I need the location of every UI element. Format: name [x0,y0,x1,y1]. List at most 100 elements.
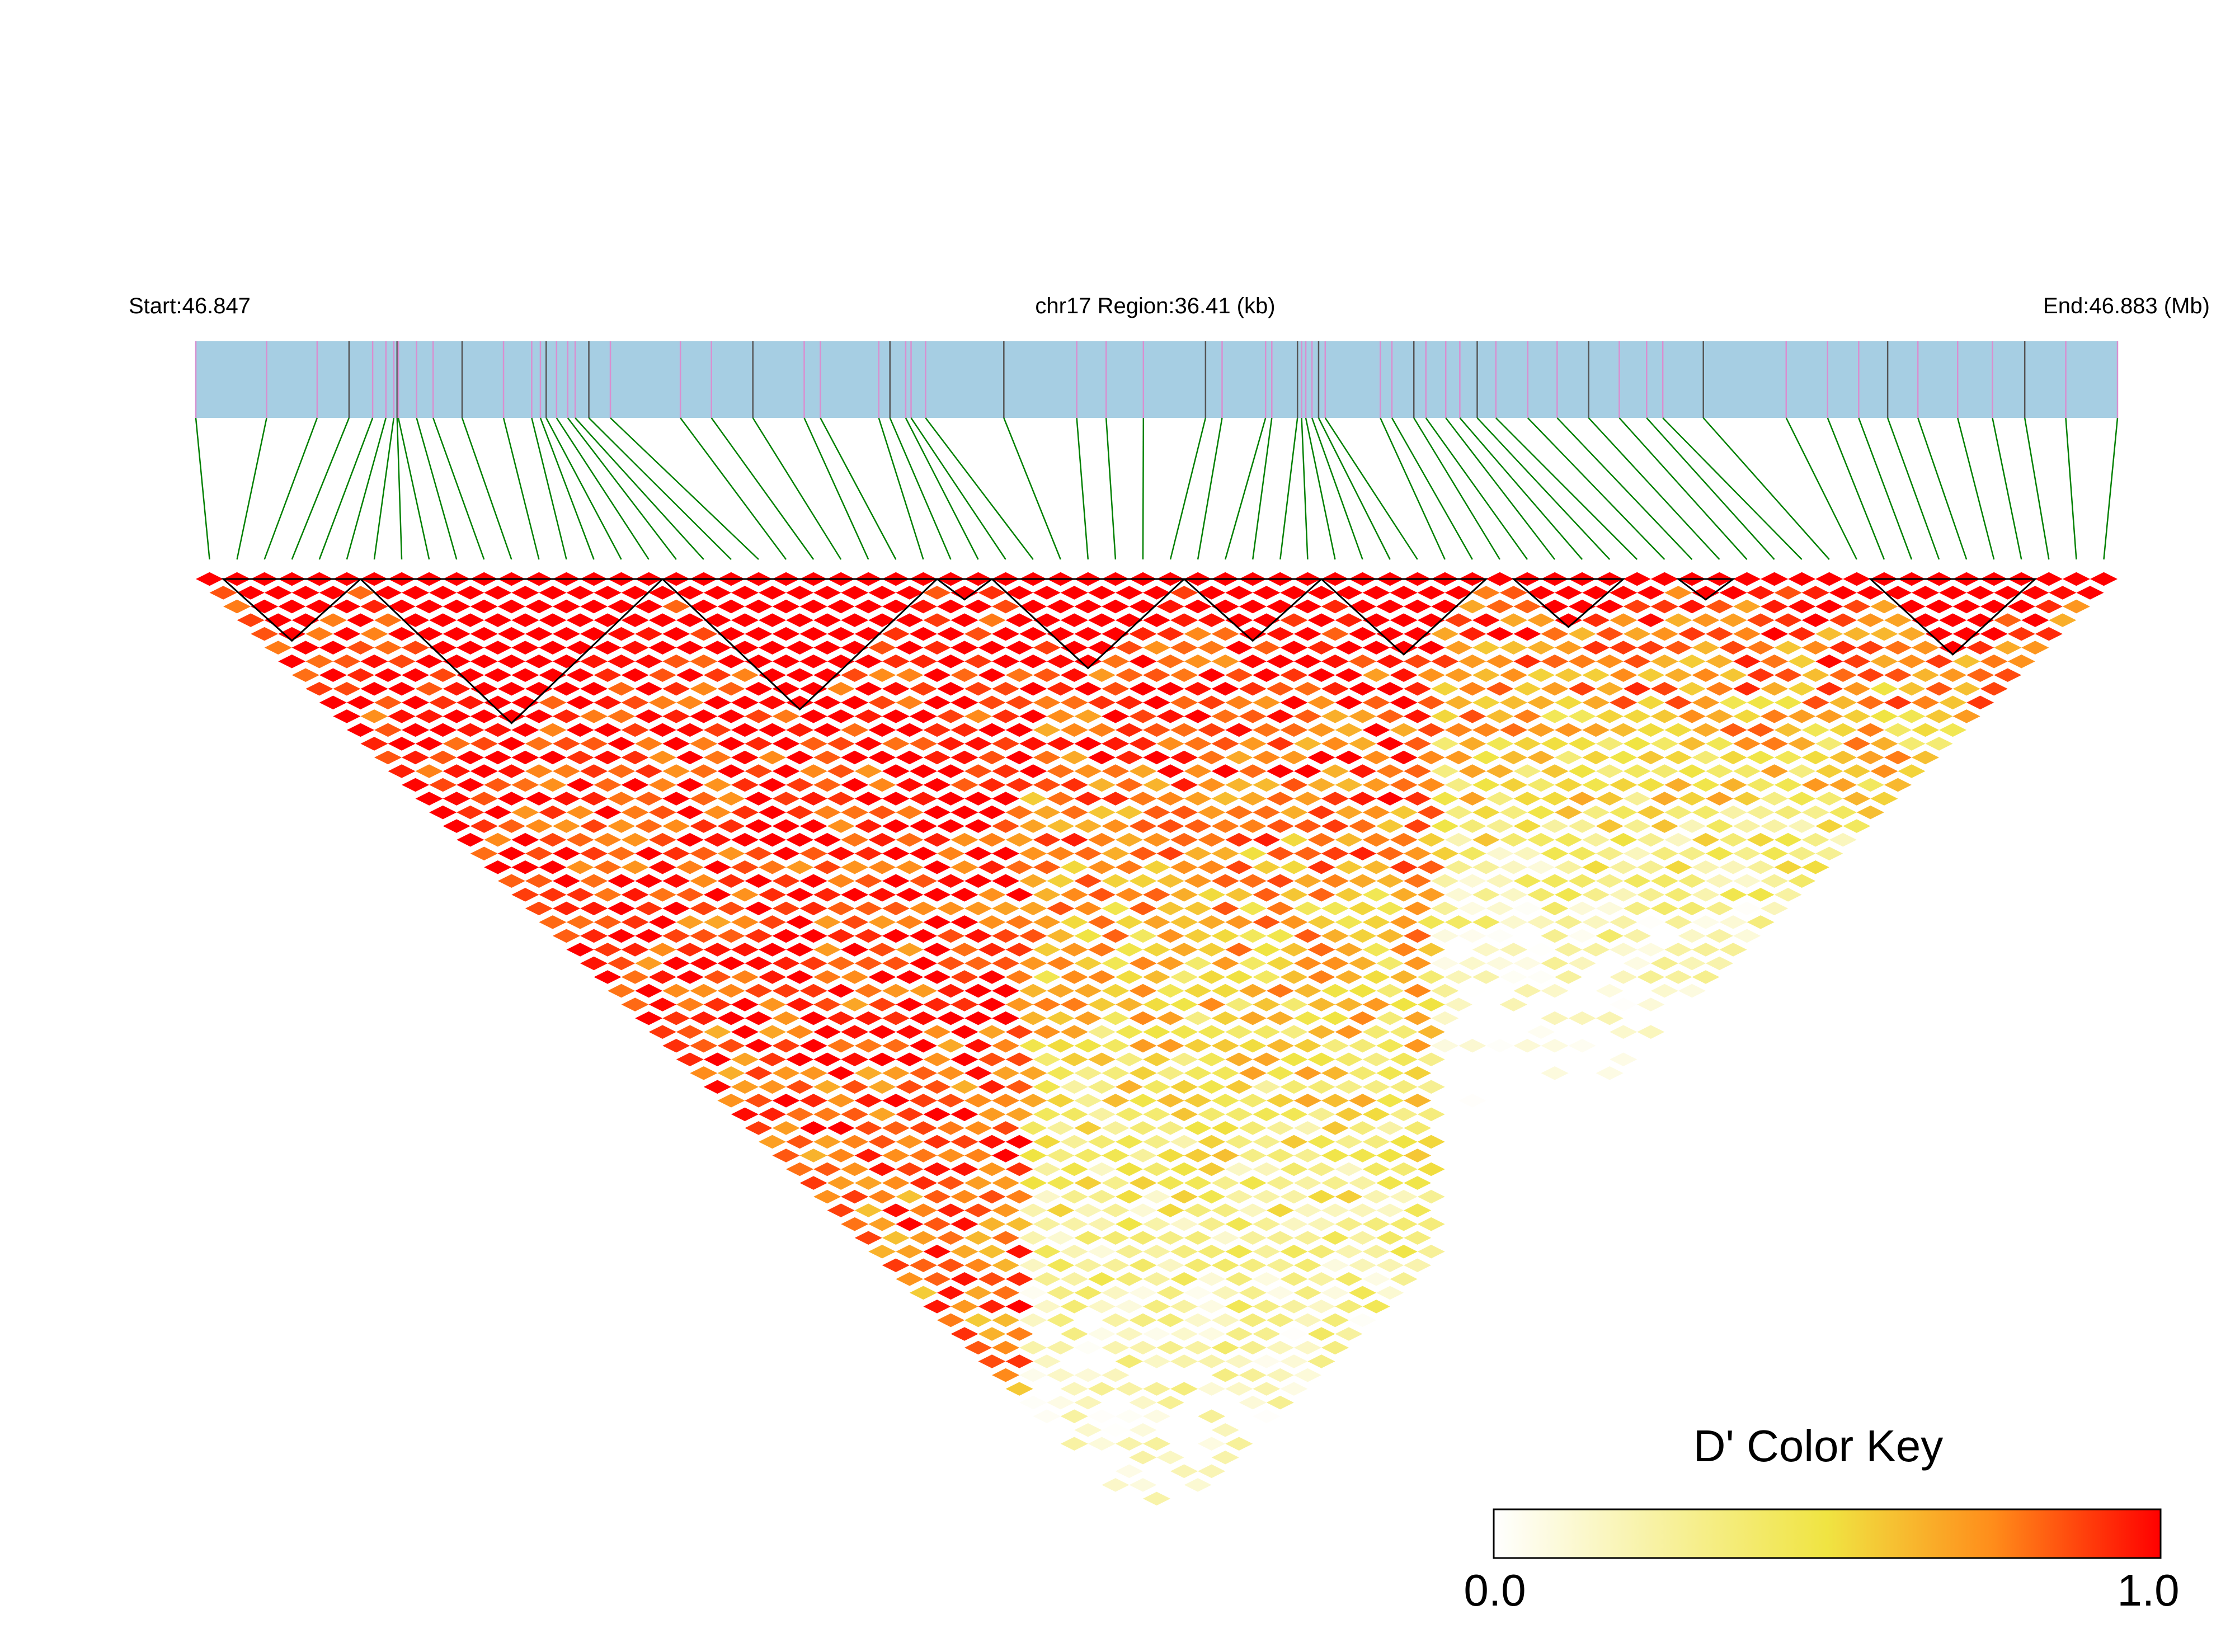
ld-cell [443,599,470,614]
ld-cell [951,860,978,874]
ld-cell [799,846,827,860]
ld-cell [511,750,539,765]
ld-cell [1431,682,1459,696]
ld-cell [1705,874,1733,888]
ld-cell [1102,682,1130,696]
ld-cell [1266,764,1294,778]
ld-cell [1047,929,1075,943]
ld-cell [1472,1107,1500,1122]
ld-cell [978,1354,1006,1368]
ld-cell [1280,1272,1308,1286]
ld-cell [1293,627,1321,641]
ld-cell [1074,956,1102,971]
ld-cell [703,1080,731,1094]
ld-cell [1293,1368,1321,1382]
ld-cell [1142,586,1171,600]
ld-cell [319,668,347,683]
ld-cell [690,901,718,916]
ld-cell [992,1121,1020,1135]
snp-connector [1301,417,1309,560]
ld-cell [1458,901,1486,916]
ld-cell [470,682,498,696]
ld-cell [813,1162,841,1176]
ld-cell [1102,1451,1130,1465]
ld-cell [1225,1135,1253,1149]
ld-cell [552,792,580,806]
ld-cell [1513,874,1541,888]
ld-cell [1801,723,1829,737]
ld-cell [1321,709,1349,723]
snp-connector [1858,417,1913,560]
ld-cell [1774,832,1802,847]
ld-cell [1404,1038,1432,1053]
ld-cell [1499,1025,1527,1039]
ld-cell [429,613,457,627]
ld-cell [1129,874,1157,888]
snp-connector [680,417,787,560]
ld-cell [470,654,498,669]
ld-cell [1142,1080,1171,1094]
ld-cell [1444,1162,1472,1176]
ld-cell [772,1038,800,1053]
ld-cell [1074,819,1102,833]
ld-cell [951,997,978,1011]
ld-cell [1253,778,1281,792]
ld-cell [731,641,759,655]
ld-cell [1005,805,1033,820]
ld-cell [1650,819,1678,833]
ld-cell [1650,1011,1678,1025]
ld-cell [1115,915,1143,929]
ld-cell [1582,860,1610,874]
ld-cell [1102,1038,1130,1053]
ld-cell [909,764,937,778]
ld-cell [786,1135,814,1149]
ld-cell [1678,709,1706,723]
ld-cell [1060,943,1088,957]
ld-cell [1458,1149,1486,1162]
ld-cell [923,613,951,627]
ld-cell [1088,668,1116,683]
ld-cell [1692,970,1720,984]
ld-cell [1307,1272,1335,1286]
ld-cell [690,1066,718,1080]
ld-cell [1033,1354,1061,1368]
ld-cell [1856,778,1884,792]
ld-cell [799,901,827,916]
ld-cell [1719,613,1747,627]
ld-cell [676,997,704,1011]
ld-cell [1362,1052,1390,1067]
ld-cell [772,737,800,751]
ld-cell [278,654,306,669]
ld-cell [1019,1203,1047,1217]
ld-cell [1211,929,1239,943]
ld-cell [608,846,636,860]
ld-cell [758,915,787,929]
ld-cell [854,1231,882,1245]
ld-cell [1184,1368,1212,1382]
snp-connector [711,417,815,560]
ld-cell [1307,1107,1335,1122]
ld-cell [1527,832,1555,847]
ld-cell [937,1313,964,1328]
ld-cell [1019,1149,1047,1162]
ld-cell [1184,627,1212,641]
ld-cell [1431,819,1459,833]
ld-cell [1184,792,1212,806]
ld-cell [1376,1094,1404,1108]
ld-cell [841,613,869,627]
ld-cell [223,599,251,614]
ld-cell [1266,1340,1294,1355]
ld-cell [772,956,800,971]
ld-cell [1911,641,1940,655]
ld-cell [1458,792,1486,806]
ld-cell [813,641,841,655]
ld-cell [1225,888,1253,902]
ld-cell [1499,586,1527,600]
ld-cell [1088,1052,1116,1067]
ld-cell [1637,832,1665,847]
ld-cell [1761,819,1789,833]
ld-cell [1513,709,1541,723]
ld-cell [1692,860,1720,874]
ld-cell [1115,1052,1143,1067]
ld-cell [1170,1354,1198,1368]
